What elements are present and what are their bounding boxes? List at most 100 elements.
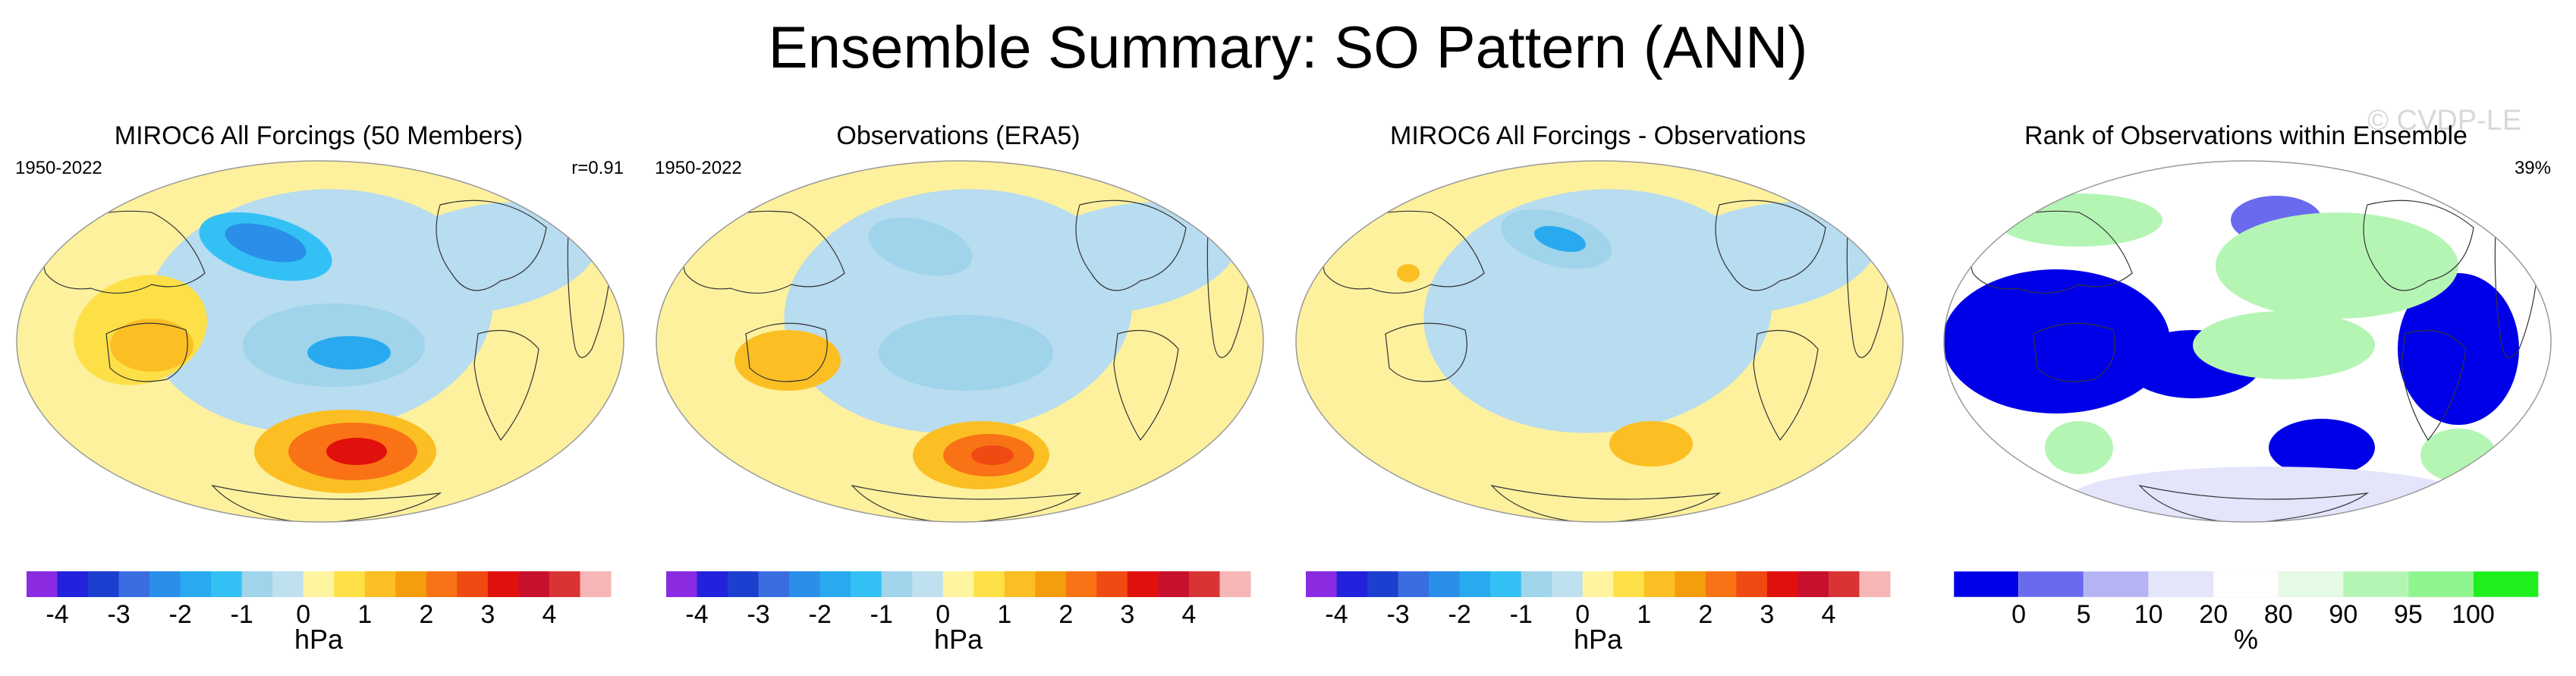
panel-stat: r=0.91 [571,158,624,178]
colorbar-tick-label: 0 [296,600,310,624]
colorbar-tick-label: 80 [2264,600,2293,624]
colorbar-tick-label: 20 [2199,600,2228,624]
colorbar-swatch [1306,571,1338,597]
colorbar-swatch [2408,571,2474,598]
colorbar-swatch [241,571,273,597]
colorbar-tick-label: 2 [1058,600,1073,624]
coastline [1753,329,1819,442]
colorbar-unit-label: hPa [1573,624,1623,655]
colorbar-tick-label: 4 [1181,600,1196,624]
colorbar-swatch [1552,571,1584,597]
aleutian-low [868,217,973,276]
watermark: © CVDP-LE [2367,105,2522,137]
colorbar-tick-label: 10 [2134,600,2163,624]
colorbar-tick-label: 4 [542,600,556,624]
robinson-map [16,160,624,523]
colorbar-tick-label: -1 [870,600,893,624]
colorbar-tick-label: 2 [1698,600,1713,624]
rank-high-south-east [2420,429,2496,482]
colorbar: -4 -3 -2 -1 0 1 2 3 4 [666,571,1251,624]
colorbar-swatch [149,571,181,597]
colorbar-swatch [1613,571,1645,597]
colorbar-unit-label: hPa [294,624,344,655]
colorbar-tick-label: 4 [1821,600,1835,624]
colorbar-tick-label: -3 [1386,600,1409,624]
panel-stat: 39% [2514,158,2551,178]
colorbar-swatch [2473,571,2539,598]
colorbar-swatch [1828,571,1860,597]
south-atlantic-high-core [326,438,387,465]
coastline [1964,210,2133,294]
colorbar: 0 5 10 20 80 90 95 100 [1954,571,2539,624]
colorbar-swatch [1096,571,1128,597]
colorbar-swatch [819,571,851,597]
rank-mid-southern [2071,467,2466,522]
rank-low-atlantic [2398,273,2519,425]
coastline [1113,329,1179,442]
coastline [1385,322,1467,382]
colorbar-swatch [973,571,1005,597]
coastline [745,322,828,382]
colorbar-tick-label: 95 [2394,600,2423,624]
colorbar-swatch [789,571,821,597]
colorbar-swatch [1219,571,1251,597]
colorbar-tick-label: 0 [1575,600,1590,624]
south-atlantic-high-core [971,445,1014,465]
rank-high-south-west [2045,421,2113,474]
rank-high-npac [2216,212,2458,319]
colorbar-swatch [1127,571,1159,597]
colorbar-tick-label: 3 [1120,600,1134,624]
colorbar-swatch [1490,571,1522,597]
colorbar-tick-label: -3 [107,600,130,624]
rank-high-sepac [2193,311,2375,379]
panel-title: MIROC6 All Forcings - Observations [1390,121,1806,150]
robinson-map [1295,160,1904,523]
colorbar-swatch [272,571,304,597]
coastline [37,210,206,294]
map-panel: Observations (ERA5) 1950-2022 -4 -3 -2 -1 0 1 2 3… [640,0,1277,676]
colorbar-swatch [518,571,550,597]
colorbar-unit-label: % [2233,624,2258,655]
colorbar: -4 -3 -2 -1 0 1 2 3 4 [1306,571,1891,624]
negative-band-east [1652,202,1878,314]
colorbar-swatch [1736,571,1768,597]
colorbar-swatch [364,571,396,597]
colorbar-swatch [1954,571,2020,598]
colorbar-unit-label: hPa [933,624,983,655]
colorbar-swatch [180,571,212,597]
negative-band-east [1012,202,1238,314]
colorbar-swatch [1459,571,1491,597]
colorbar-swatch [1367,571,1399,597]
coastline [211,485,442,522]
australia-high [110,319,193,372]
colorbar-tick-label: -1 [231,600,253,624]
south-pacific-low [879,315,1053,391]
australia-high-core [761,351,807,378]
colorbar-swatch [758,571,790,597]
colorbar-swatch [303,571,335,597]
colorbar-swatch [580,571,612,597]
colorbar-swatch [1766,571,1798,597]
colorbar-tick-label: -4 [46,600,68,624]
colorbar-swatch [1035,571,1067,597]
west-pacific-high [1397,264,1420,282]
panel-title: Rank of Observations within Ensemble [2024,121,2467,150]
colorbar-swatch [728,571,760,597]
figure-title: Ensemble Summary: SO Pattern (ANN) [768,14,1808,80]
rank-high-npac-west [1996,193,2162,247]
colorbar-swatch [851,571,882,597]
colorbar-tick-label: 2 [419,600,433,624]
coastline [677,210,845,294]
colorbar-swatch [57,571,89,597]
colorbar-tick-label: -1 [1510,600,1533,624]
colorbar-tick-label: 90 [2329,600,2357,624]
panel-title: Observations (ERA5) [836,121,1080,150]
negative-band-east [373,202,599,314]
colorbar-swatch [1004,571,1036,597]
coastline [1075,200,1187,291]
colorbar-swatch [1188,571,1220,597]
colorbar-swatch [1705,571,1737,597]
map-border [656,160,1264,523]
colorbar-swatch [549,571,580,597]
colorbar-swatch [942,571,974,597]
